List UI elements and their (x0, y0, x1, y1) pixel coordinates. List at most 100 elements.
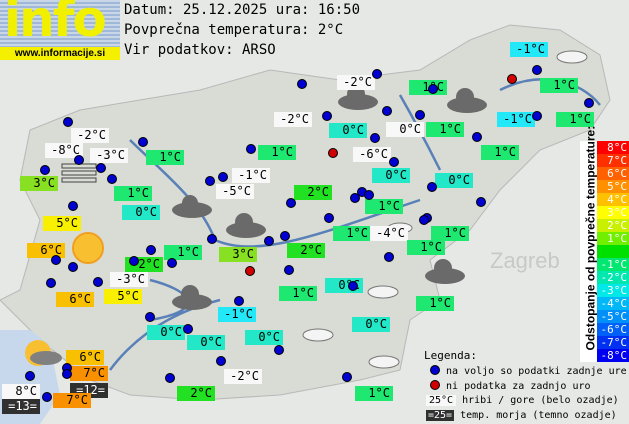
station-marker[interactable] (63, 117, 73, 127)
station-marker[interactable] (138, 137, 148, 147)
station-temperature: -1°C (232, 168, 270, 183)
station-temperature: 7°C (70, 366, 108, 381)
scale-row: 1°C (597, 232, 629, 245)
station-marker[interactable] (246, 144, 256, 154)
station-marker[interactable] (419, 215, 429, 225)
station-temperature: -1°C (497, 112, 535, 127)
station-temperature: 1°C (279, 286, 317, 301)
station-temperature: -1°C (218, 307, 256, 322)
station-temperature: 1°C (333, 226, 371, 241)
station-marker[interactable] (532, 65, 542, 75)
light-cloud-icons (302, 50, 588, 369)
data-source: Vir podatkov: ARSO (124, 42, 276, 58)
station-marker[interactable] (472, 132, 482, 142)
station-marker[interactable] (68, 201, 78, 211)
station-marker[interactable] (93, 277, 103, 287)
station-marker[interactable] (428, 84, 438, 94)
station-marker[interactable] (216, 356, 226, 366)
station-marker[interactable] (427, 182, 437, 192)
station-temperature: 8°C (2, 384, 40, 399)
red-dot-icon (430, 380, 440, 390)
station-marker[interactable] (348, 281, 358, 291)
station-marker[interactable] (415, 110, 425, 120)
station-marker[interactable] (62, 369, 72, 379)
station-temperature: 6°C (27, 243, 65, 258)
station-marker[interactable] (584, 98, 594, 108)
cloud-icons (172, 85, 487, 310)
station-marker[interactable] (297, 79, 307, 89)
station-marker[interactable] (167, 258, 177, 268)
scale-row: -8°C (597, 349, 629, 362)
station-marker[interactable] (324, 213, 334, 223)
legend-mountain: 25°C hribi / gore (belo ozadje) (426, 394, 619, 408)
station-temperature: -3°C (90, 148, 128, 163)
station-marker[interactable] (389, 157, 399, 167)
station-temperature: 6°C (56, 292, 94, 307)
station-marker[interactable] (42, 392, 52, 402)
station-marker[interactable] (382, 106, 392, 116)
station-marker[interactable] (74, 155, 84, 165)
station-temperature: 0°C (147, 325, 185, 340)
legend-sea: =25= temp. morja (temno ozadje) (426, 409, 617, 423)
station-temperature: 1°C (426, 122, 464, 137)
station-marker[interactable] (145, 312, 155, 322)
station-marker[interactable] (207, 234, 217, 244)
station-temperature: 1°C (416, 296, 454, 311)
station-temperature: -8°C (45, 143, 83, 158)
site-link[interactable]: www.informacije.si (0, 47, 120, 60)
legend-blue-text: na voljo so podatki zadnje ure (446, 366, 627, 377)
station-marker[interactable] (107, 174, 117, 184)
station-marker[interactable] (284, 265, 294, 275)
scale-row: 5°C (597, 180, 629, 193)
station-marker-no-data[interactable] (245, 266, 255, 276)
date-line: Datum: 25.12.2025 ura: 16:50 (124, 2, 361, 18)
scale-row: -4°C (597, 297, 629, 310)
station-marker[interactable] (372, 69, 382, 79)
station-temperature: 2°C (294, 185, 332, 200)
station-marker[interactable] (129, 256, 139, 266)
station-marker[interactable] (264, 236, 274, 246)
station-marker[interactable] (68, 262, 78, 272)
station-marker[interactable] (384, 252, 394, 262)
station-temperature: -2°C (71, 128, 109, 143)
station-marker[interactable] (25, 371, 35, 381)
station-marker[interactable] (165, 373, 175, 383)
scale-row: -6°C (597, 323, 629, 336)
station-temperature: =13= (2, 399, 40, 414)
station-marker[interactable] (183, 324, 193, 334)
station-temperature: 1°C (556, 112, 594, 127)
station-temperature: 5°C (43, 216, 81, 231)
station-marker[interactable] (322, 111, 332, 121)
station-marker[interactable] (350, 193, 360, 203)
station-temperature: 0°C (386, 122, 424, 137)
station-marker[interactable] (476, 197, 486, 207)
legend-mountain-text: hribi / gore (belo ozadje) (462, 395, 619, 406)
station-temperature: 1°C (407, 240, 445, 255)
station-marker[interactable] (286, 198, 296, 208)
station-marker[interactable] (146, 245, 156, 255)
station-marker[interactable] (96, 163, 106, 173)
station-marker[interactable] (274, 345, 284, 355)
station-marker[interactable] (51, 255, 61, 265)
legend-title: Legenda: (424, 349, 477, 362)
station-marker[interactable] (532, 111, 542, 121)
scale-row: 4°C (597, 193, 629, 206)
station-temperature: 1°C (114, 186, 152, 201)
station-marker[interactable] (364, 190, 374, 200)
station-marker[interactable] (46, 278, 56, 288)
station-marker[interactable] (342, 372, 352, 382)
station-temperature: -1°C (510, 42, 548, 57)
station-marker[interactable] (218, 172, 228, 182)
station-temperature: 1°C (365, 199, 403, 214)
station-marker[interactable] (370, 133, 380, 143)
station-marker[interactable] (205, 176, 215, 186)
station-marker-no-data[interactable] (328, 148, 338, 158)
logo[interactable]: info www.informacije.si (0, 0, 120, 60)
station-marker[interactable] (40, 165, 50, 175)
station-temperature: 0°C (435, 173, 473, 188)
station-marker[interactable] (280, 231, 290, 241)
station-marker[interactable] (234, 296, 244, 306)
station-temperature: -3°C (110, 272, 148, 287)
station-marker-no-data[interactable] (507, 74, 517, 84)
